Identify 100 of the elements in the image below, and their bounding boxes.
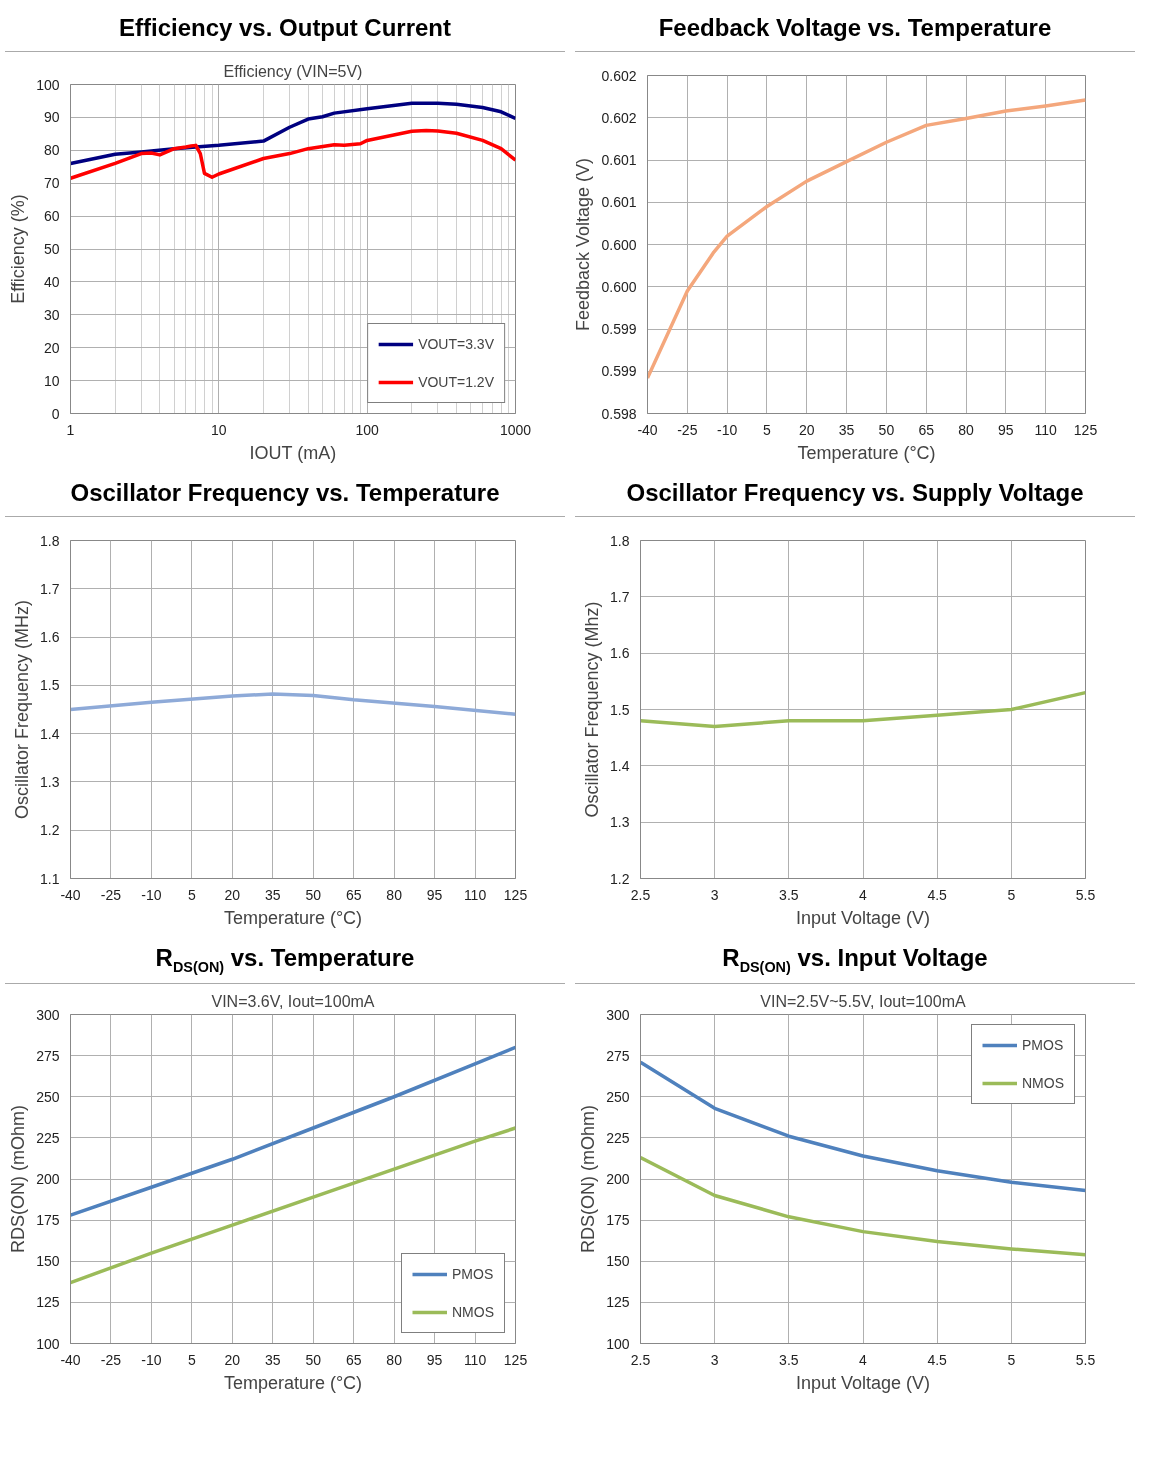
- x-tick-label: 5: [187, 1351, 196, 1368]
- y-tick-label: 0.599: [601, 321, 637, 337]
- y-tick-label: 200: [606, 1171, 630, 1187]
- x-tick-label: -10: [717, 421, 738, 438]
- x-tick-label: -25: [100, 1351, 122, 1368]
- y-tick-label: 70: [43, 175, 60, 192]
- x-tick-label: -10: [141, 886, 162, 903]
- x-tick-label: 50: [878, 421, 895, 438]
- line-series: [640, 1060, 1086, 1193]
- line-series: [70, 1045, 516, 1217]
- x-tick-label: -10: [141, 1351, 162, 1368]
- x-tick-label: 125: [1073, 421, 1098, 438]
- x-tick-label: 50: [305, 886, 322, 903]
- x-tick-label: 3.5: [779, 886, 799, 903]
- chart-subtitle: Efficiency (VIN=5V): [223, 62, 363, 80]
- x-tick-label: 4: [859, 886, 868, 903]
- line-series: [640, 1155, 1086, 1257]
- y-tick-label: 1.4: [610, 757, 630, 774]
- y-tick-label: 1.8: [610, 532, 630, 549]
- x-tick-label: 4.5: [927, 1351, 948, 1368]
- chart-title: Oscillator Frequency vs. Temperature: [5, 470, 565, 518]
- chart-title: Oscillator Frequency vs. Supply Voltage: [575, 470, 1135, 518]
- y-tick-label: 250: [606, 1088, 630, 1105]
- y-tick-label: 0.600: [601, 236, 637, 253]
- x-axis-title: Temperature (°C): [223, 907, 363, 928]
- y-axis-title: Oscillator Frequency (Mhz): [582, 601, 603, 818]
- x-tick-label: 10: [211, 421, 227, 438]
- x-tick-label: 5: [1007, 886, 1016, 903]
- x-axis-title: Input Voltage (V): [795, 1372, 931, 1393]
- x-tick-label: 2.5: [630, 886, 651, 903]
- y-tick-label: 1.7: [40, 580, 60, 597]
- x-tick-label: 3: [710, 886, 719, 903]
- y-axis-title: Oscillator Frequency (MHz): [12, 599, 33, 820]
- x-tick-label: -40: [60, 886, 81, 903]
- x-tick-label: 5: [187, 886, 196, 903]
- y-tick-label: 125: [606, 1294, 630, 1311]
- y-tick-label: 60: [43, 208, 60, 225]
- x-tick-label: 20: [224, 1351, 241, 1368]
- y-tick-label: 0.601: [601, 194, 637, 211]
- y-tick-label: 1.8: [40, 532, 60, 549]
- x-axis-title: Input Voltage (V): [795, 907, 931, 928]
- legend-label: VOUT=3.3V: [418, 336, 494, 352]
- y-tick-label: 80: [43, 142, 60, 159]
- y-tick-label: 0.601: [601, 152, 637, 168]
- line-series: [70, 1126, 516, 1285]
- x-tick-label: 5.5: [1075, 1351, 1096, 1368]
- line-series: [640, 690, 1086, 729]
- x-tick-label: 95: [426, 886, 443, 903]
- y-tick-label: 0.602: [601, 67, 637, 84]
- chart-subtitle: VIN=3.6V, Iout=100mA: [211, 992, 375, 1010]
- x-tick-label: 1000: [499, 421, 532, 438]
- x-tick-label: 80: [386, 886, 403, 903]
- x-tick-label: 20: [798, 421, 815, 438]
- x-tick-label: 95: [426, 1351, 443, 1368]
- x-tick-label: 3: [710, 1351, 719, 1368]
- x-tick-label: 125: [503, 886, 528, 903]
- x-tick-label: 80: [958, 421, 975, 438]
- x-tick-label: 100: [355, 421, 380, 438]
- y-tick-label: 250: [36, 1088, 60, 1105]
- y-tick-label: 300: [36, 1006, 60, 1023]
- y-tick-label: 10: [43, 372, 60, 389]
- y-tick-label: 100: [36, 76, 60, 93]
- y-tick-label: 1.6: [610, 645, 630, 662]
- chart-title: R$_{DS(ON)}$ vs. Input Voltage: [575, 935, 1135, 985]
- x-tick-label: 2.5: [630, 1351, 651, 1368]
- x-tick-label: 4.5: [927, 886, 948, 903]
- y-tick-label: 275: [606, 1047, 630, 1064]
- y-tick-label: 0.600: [601, 278, 637, 295]
- y-tick-label: 125: [36, 1294, 60, 1311]
- x-tick-label: 5.5: [1075, 886, 1096, 903]
- x-tick-label: 3.5: [779, 1351, 799, 1368]
- y-tick-label: 300: [606, 1006, 630, 1023]
- chart-title: Efficiency vs. Output Current: [5, 5, 565, 53]
- y-tick-label: 175: [606, 1212, 630, 1229]
- legend-label: PMOS: [1022, 1037, 1064, 1053]
- y-tick-label: 0.598: [601, 405, 637, 422]
- y-tick-label: 90: [43, 109, 60, 126]
- y-tick-label: 225: [606, 1129, 630, 1146]
- y-axis-title: Feedback Voltage (V): [573, 157, 594, 332]
- y-tick-label: 1.5: [610, 701, 630, 718]
- x-tick-label: 125: [503, 1351, 528, 1368]
- legend-label: VOUT=1.2V: [418, 374, 494, 390]
- y-tick-label: 200: [36, 1171, 60, 1187]
- x-tick-label: 110: [1034, 421, 1058, 438]
- y-tick-label: 1.4: [40, 725, 60, 742]
- y-axis-title: RDS(ON) (mOhm): [578, 1105, 599, 1253]
- x-tick-label: 35: [838, 421, 855, 438]
- y-tick-label: 100: [36, 1335, 60, 1352]
- y-tick-label: 20: [43, 339, 60, 356]
- x-tick-label: 95: [998, 421, 1014, 438]
- x-axis-title: IOUT (mA): [249, 442, 337, 463]
- chart-subtitle: VIN=2.5V~5.5V, Iout=100mA: [760, 992, 966, 1010]
- x-axis-title: Temperature (°C): [797, 442, 936, 463]
- x-tick-label: 65: [345, 886, 362, 903]
- y-tick-label: 175: [36, 1212, 60, 1229]
- x-tick-label: -40: [637, 421, 658, 438]
- legend-label: PMOS: [452, 1266, 494, 1282]
- y-tick-label: 150: [606, 1253, 630, 1270]
- x-tick-label: 35: [264, 886, 281, 903]
- x-tick-label: 110: [463, 1351, 487, 1368]
